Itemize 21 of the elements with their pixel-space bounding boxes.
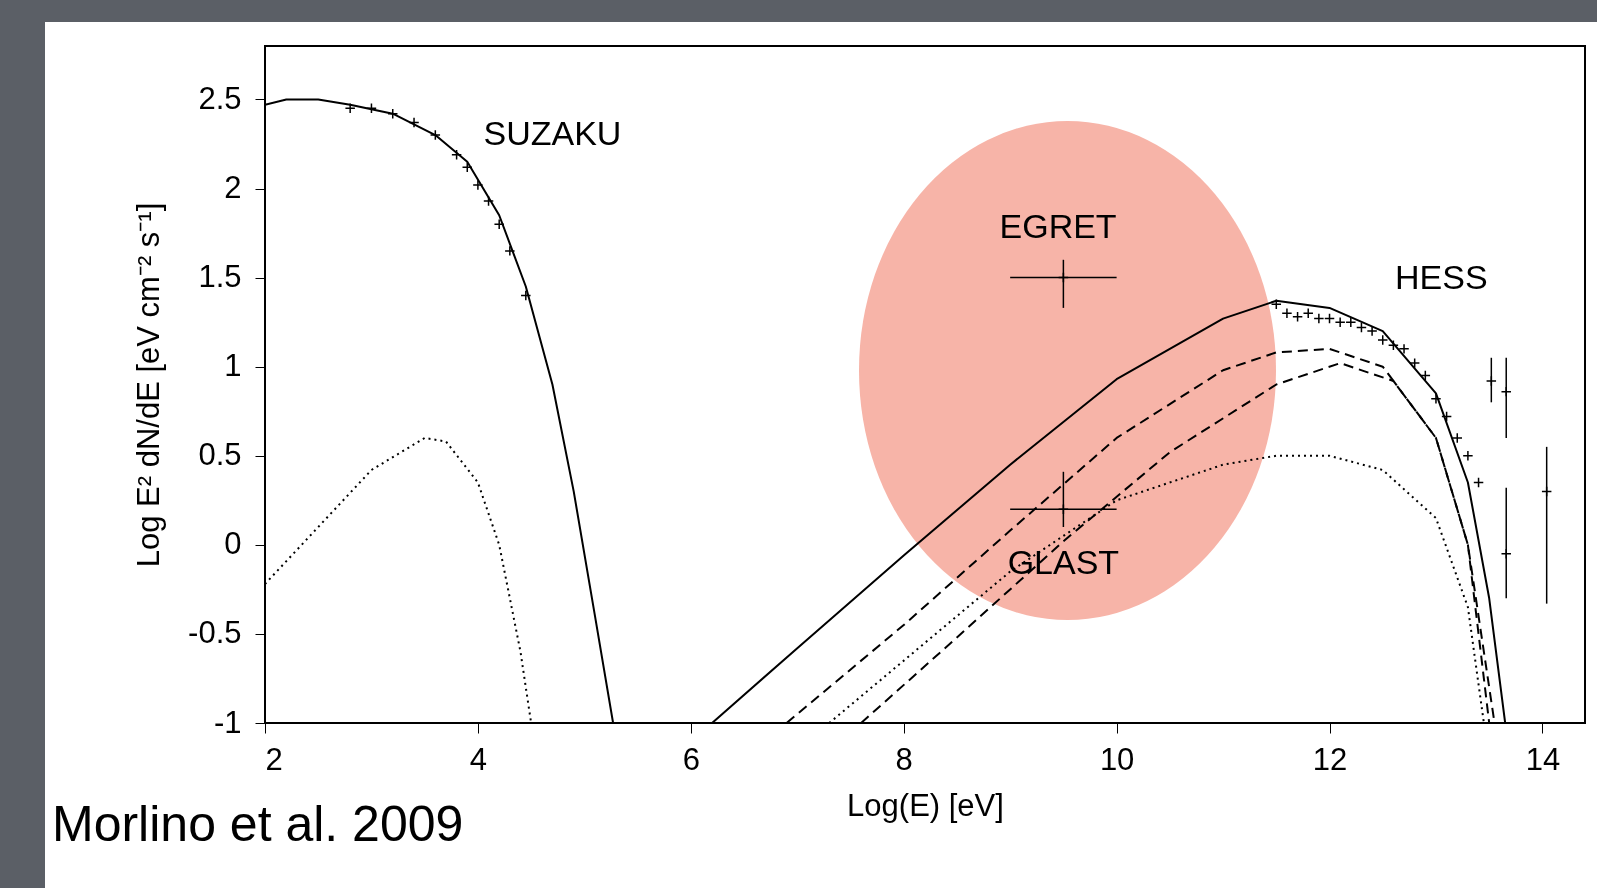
x-tick-label: 10 (1099, 741, 1135, 777)
y-axis-title: Log E² dN/dE [eV cm⁻² s⁻¹] (131, 202, 167, 568)
annotation: EGRET (999, 206, 1117, 245)
x-tick-label: 14 (1525, 741, 1561, 777)
y-tick-label: -1 (213, 704, 242, 740)
y-tick-label: 0 (224, 526, 242, 562)
x-tick-label: 6 (682, 741, 700, 777)
y-tick-label: 1.5 (198, 259, 242, 295)
x-tick-label: 8 (895, 741, 913, 777)
y-tick-label: 1 (224, 348, 242, 384)
y-tick-label: -0.5 (188, 615, 242, 651)
x-tick-label: 4 (469, 741, 488, 777)
text: Morlino et al. 2009 (52, 795, 464, 853)
x-axis-title: Log(E) [eV] (847, 787, 1004, 823)
annotation: HESS (1394, 258, 1488, 297)
y-tick-label: 0.5 (198, 437, 242, 473)
y-tick-label: 2 (224, 170, 242, 206)
x-tick-label: 2 (265, 741, 283, 777)
x-tick-label: 12 (1312, 741, 1348, 777)
annotation: SUZAKU (483, 114, 622, 153)
y-tick-label: 2.5 (198, 80, 242, 116)
